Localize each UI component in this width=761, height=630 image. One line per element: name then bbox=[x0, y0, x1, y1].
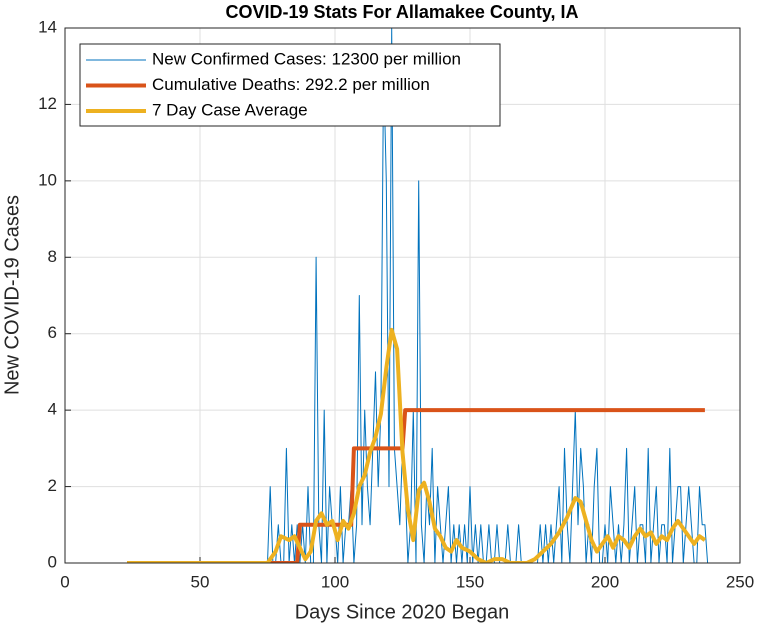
x-tick-label: 150 bbox=[456, 572, 484, 591]
y-tick-label: 8 bbox=[48, 247, 57, 266]
legend-box bbox=[79, 43, 501, 127]
y-tick-label: 4 bbox=[48, 400, 57, 419]
y-tick-label: 0 bbox=[48, 552, 57, 571]
series-line bbox=[127, 408, 705, 563]
legend-label: New Confirmed Cases: 12300 per million bbox=[152, 49, 461, 68]
y-axis-label: New COVID-19 Cases bbox=[1, 195, 23, 395]
axes-box bbox=[64, 27, 741, 564]
y-tick-label: 6 bbox=[48, 323, 57, 342]
x-tick-label: 100 bbox=[321, 572, 349, 591]
y-tick-label: 2 bbox=[48, 476, 57, 495]
legend-label: 7 Day Case Average bbox=[152, 100, 308, 119]
x-tick-label: 0 bbox=[60, 572, 69, 591]
series-line bbox=[127, 28, 709, 563]
x-tick-label: 250 bbox=[726, 572, 754, 591]
y-tick-label: 10 bbox=[38, 170, 57, 189]
x-tick-label: 50 bbox=[191, 572, 210, 591]
x-tick-label: 200 bbox=[591, 572, 619, 591]
x-axis-label: Days Since 2020 Began bbox=[295, 601, 510, 623]
series-line bbox=[127, 327, 707, 563]
legend-label: Cumulative Deaths: 292.2 per million bbox=[152, 75, 430, 94]
chart-title: COVID-19 Stats For Allamakee County, IA bbox=[225, 2, 578, 22]
y-tick-label: 12 bbox=[38, 94, 57, 113]
y-tick-label: 14 bbox=[38, 17, 57, 36]
